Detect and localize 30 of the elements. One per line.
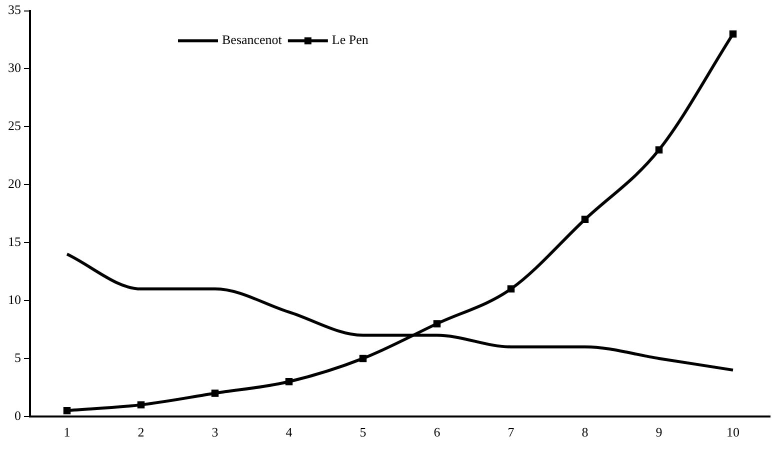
point [507, 285, 515, 293]
x-tick-label: 6 [434, 424, 441, 440]
y-tick-label: 30 [8, 60, 21, 76]
x-tick-label: 2 [138, 424, 144, 440]
point [63, 406, 71, 414]
y-tick-label: 0 [14, 408, 21, 423]
point [581, 216, 589, 224]
point [433, 320, 441, 328]
y-tick-label: 20 [8, 176, 21, 192]
point [359, 354, 367, 362]
x-tick-label: 3 [212, 424, 218, 440]
legend-label: Besancenot [222, 32, 282, 48]
x-tick-label: 8 [582, 424, 588, 440]
point [729, 30, 737, 38]
x-tick-label: 9 [656, 424, 662, 440]
x-tick-label: 7 [508, 424, 515, 440]
point [137, 401, 145, 408]
y-tick-label: 25 [8, 118, 21, 134]
x-tick-label: 10 [726, 424, 740, 440]
x-tick-label: 5 [360, 424, 366, 440]
point [285, 378, 293, 386]
y-tick-label: 15 [8, 234, 21, 249]
y-tick-label: 10 [8, 292, 21, 307]
point [655, 146, 663, 154]
x-tick-label: 4 [286, 424, 293, 440]
legend-label: Le Pen [332, 32, 369, 48]
y-tick-label: 5 [14, 350, 21, 365]
point [211, 390, 219, 397]
y-tick-label: 35 [8, 2, 21, 18]
x-tick-label: 1 [64, 424, 70, 440]
